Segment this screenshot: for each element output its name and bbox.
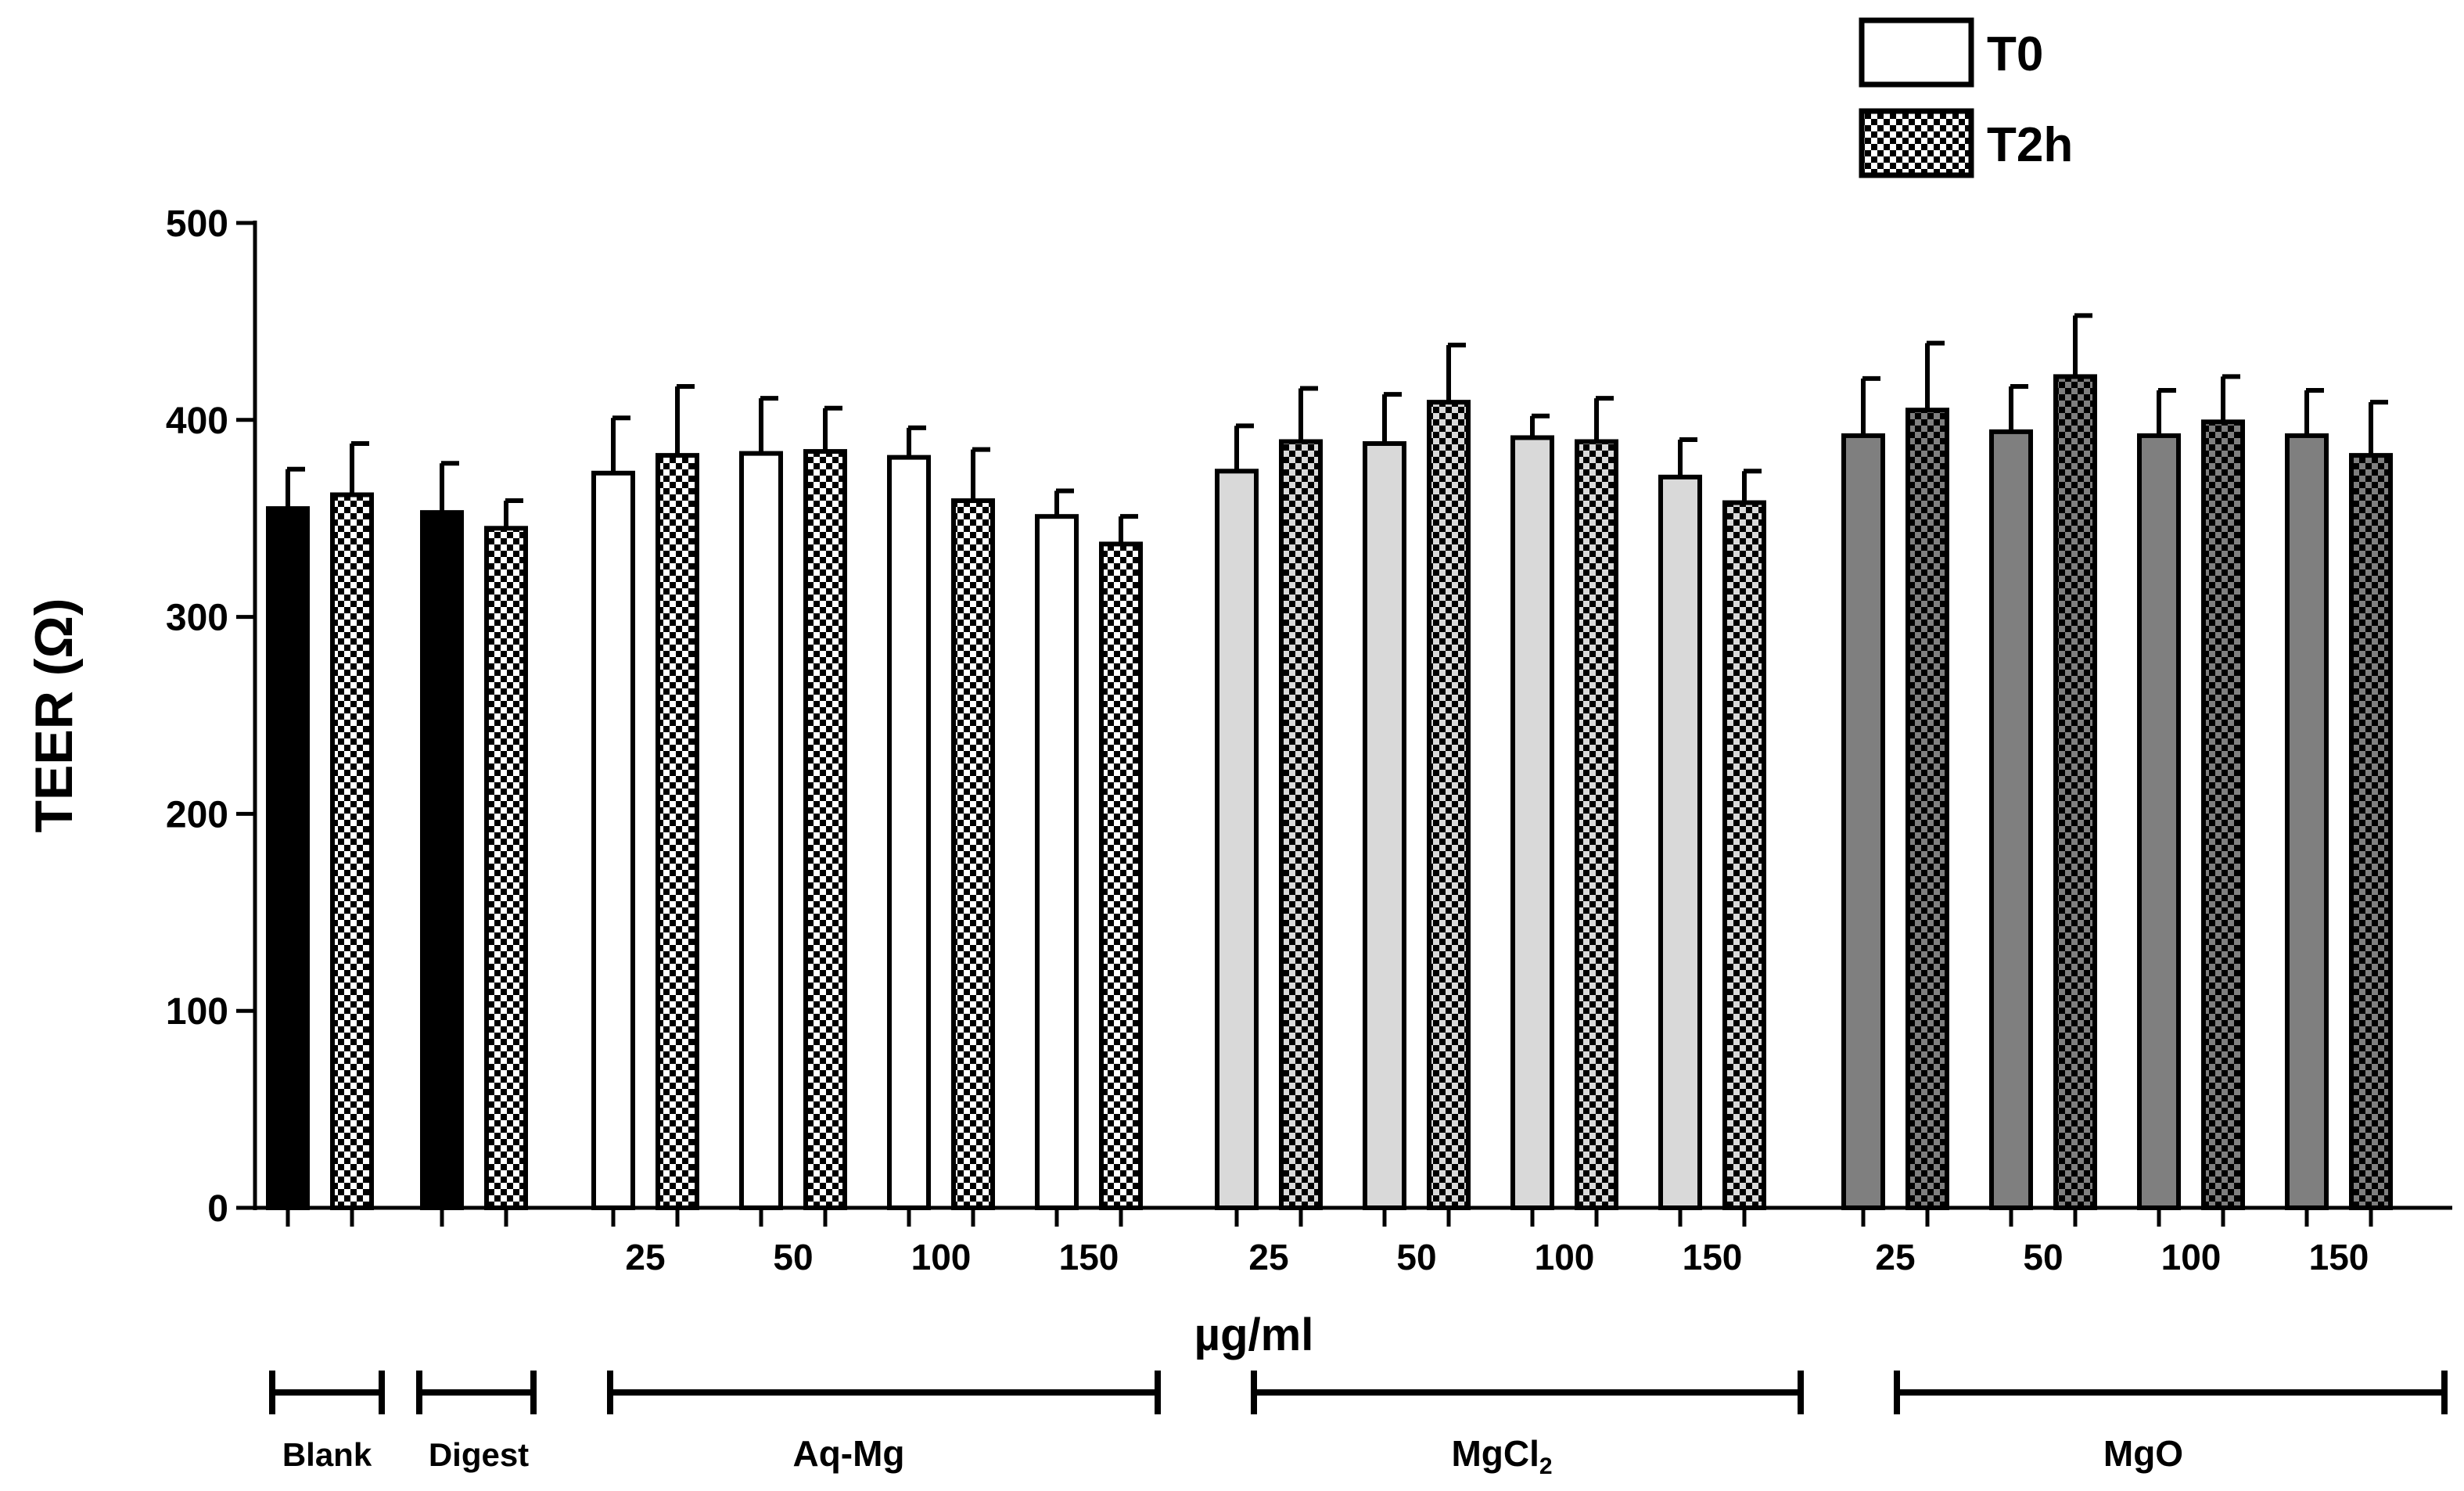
aqmg-50-t2h-bar [803, 449, 847, 1210]
x-tick-label: 25 [1875, 1237, 1915, 1277]
mgcl2-150-t2h-bar [1722, 500, 1766, 1210]
group-label-text: Aq-Mg [792, 1433, 904, 1474]
x-tick-label: 25 [625, 1237, 665, 1277]
mgo-50-t2h-bar [2053, 374, 2097, 1210]
x-tick-label: 50 [1396, 1237, 1436, 1277]
group-label-subscript: 2 [1539, 1453, 1553, 1479]
group-label-mgcl2: MgCl2 [1451, 1433, 1552, 1479]
aqmg-50-t0-bar [739, 451, 783, 1210]
mgo-150-t2h-bar [2349, 453, 2393, 1210]
axes-layer [236, 221, 2452, 1414]
x-tick-label: 150 [2309, 1237, 2369, 1277]
legend-label-T2h: T2h [1987, 118, 2073, 172]
mgo-100-t0-bar [2137, 433, 2181, 1210]
aqmg-150-t0-bar [1035, 514, 1079, 1210]
y-tick-label: 200 [166, 794, 228, 835]
group-label-mgo: MgO [2103, 1433, 2183, 1474]
digest-ctrl-t0-bar [420, 510, 464, 1210]
mgcl2-150-t0-bar [1658, 474, 1702, 1210]
mgcl2-100-t0-bar [1510, 435, 1554, 1210]
y-tick-label: 400 [166, 401, 228, 442]
mgcl2-50-t2h-bar [1427, 400, 1471, 1211]
legend-swatch-T0 [1859, 17, 1974, 88]
y-tick-label: 500 [166, 203, 228, 245]
x-tick-label: 25 [1248, 1237, 1288, 1277]
blank-ctrl-t2h-bar [330, 492, 374, 1210]
legend-swatch-T2h [1859, 108, 1974, 178]
aqmg-150-t2h-bar [1099, 541, 1143, 1210]
group-label-text: MgO [2103, 1433, 2183, 1474]
group-label-digest: Digest [429, 1436, 529, 1473]
aqmg-25-t0-bar [591, 470, 635, 1210]
x-tick-label: 150 [1683, 1237, 1743, 1277]
y-tick-label: 100 [166, 991, 228, 1033]
aqmg-25-t2h-bar [656, 453, 699, 1210]
y-axis-title: TEER (Ω) [24, 598, 84, 832]
group-label-text: MgCl [1451, 1433, 1539, 1474]
mgcl2-100-t2h-bar [1575, 439, 1618, 1210]
aqmg-100-t2h-bar [951, 498, 995, 1210]
group-label-text: Blank [282, 1436, 372, 1473]
blank-ctrl-t0-bar [266, 506, 310, 1210]
x-axis-title: µg/ml [1194, 1310, 1314, 1360]
x-tick-label: 100 [1535, 1237, 1595, 1277]
mgcl2-50-t0-bar [1363, 441, 1406, 1210]
y-tick-label: 300 [166, 598, 228, 639]
mgo-25-t0-bar [1841, 433, 1885, 1210]
group-label-text: Digest [429, 1436, 529, 1473]
mgo-50-t0-bar [1989, 429, 2033, 1210]
digest-ctrl-t2h-bar [484, 526, 528, 1210]
mgo-25-t2h-bar [1905, 408, 1949, 1210]
x-tick-label: 100 [911, 1237, 972, 1277]
x-tick-label: 150 [1059, 1237, 1119, 1277]
group-label-aqmg: Aq-Mg [792, 1433, 904, 1474]
mgo-150-t0-bar [2285, 433, 2329, 1210]
x-tick-label: 50 [773, 1237, 813, 1277]
group-label-blank: Blank [282, 1436, 372, 1473]
mgo-100-t2h-bar [2201, 419, 2245, 1210]
mgcl2-25-t0-bar [1215, 469, 1259, 1210]
legend-label-T0: T0 [1987, 27, 2043, 81]
legend: T0 T2h [1859, 17, 2073, 178]
bars-layer [266, 313, 2393, 1211]
mgcl2-25-t2h-bar [1279, 439, 1323, 1210]
x-tick-label: 100 [2161, 1237, 2222, 1277]
labels-layer: 0 100 200 300 400 500 TEER (Ω) µg/ml 25 50 100 150 2… [24, 203, 2369, 1479]
aqmg-100-t0-bar [887, 454, 931, 1210]
y-tick-label: 0 [207, 1188, 228, 1230]
x-tick-label: 50 [2023, 1237, 2063, 1277]
